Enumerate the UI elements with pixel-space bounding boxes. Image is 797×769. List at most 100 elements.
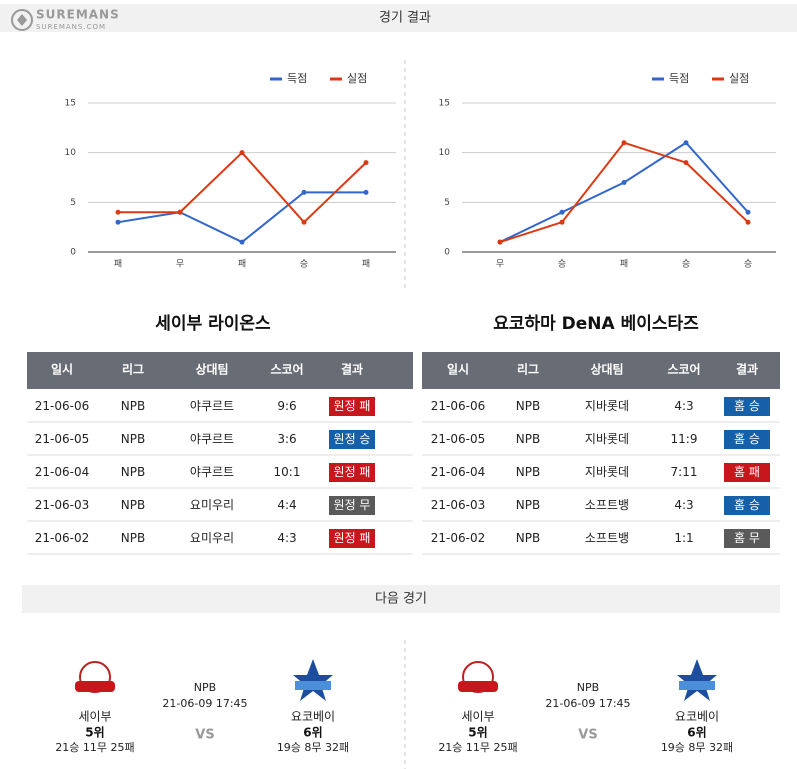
x-tick-label: 패 <box>238 259 246 270</box>
cell: 10:1 <box>274 465 301 479</box>
cell: NPB <box>121 498 145 512</box>
team-logo-band <box>295 681 331 690</box>
table-header <box>27 352 413 389</box>
result-badge <box>329 430 375 449</box>
cell: 21-06-03 <box>431 498 485 512</box>
team-logo <box>677 659 717 701</box>
cell: 21-06-06 <box>35 399 89 413</box>
cell: 4:4 <box>277 498 296 512</box>
point <box>497 239 503 245</box>
x-tick-label: 승 <box>744 259 752 270</box>
cell: NPB <box>516 465 540 479</box>
x-tick-label: 무 <box>496 259 504 270</box>
point <box>115 209 121 215</box>
team-rank: 5위 <box>468 726 487 740</box>
header-cell: 상대팀 <box>590 362 623 377</box>
cell: 3:6 <box>277 432 296 446</box>
y-tick-label: 15 <box>65 99 76 109</box>
point <box>301 189 307 195</box>
team-short-name: 세이부 <box>461 710 494 724</box>
x-tick-label: 승 <box>682 259 690 270</box>
point <box>621 140 627 146</box>
x-tick-label: 무 <box>176 259 184 270</box>
result-badge <box>329 463 375 482</box>
point <box>559 209 565 215</box>
cell: 1:1 <box>674 531 693 545</box>
cell: 요미우리 <box>190 498 234 512</box>
cell: 원정 승 <box>334 432 371 446</box>
team-short-name: 요코베이 <box>291 710 335 724</box>
team-logo-band <box>458 681 498 692</box>
brand-url: SUREMANS.COM <box>36 23 106 31</box>
y-tick-label: 15 <box>439 99 450 109</box>
results-header-bar <box>0 4 797 32</box>
cell: 21-06-03 <box>35 498 89 512</box>
cell: 홈 승 <box>734 498 760 512</box>
table-header <box>422 352 780 389</box>
brand-icon-mark <box>17 14 27 26</box>
y-tick-label: 10 <box>439 148 451 158</box>
cell: 9:6 <box>277 399 296 413</box>
series-line <box>499 141 749 244</box>
y-tick-label: 5 <box>444 198 450 208</box>
cell: 원정 패 <box>334 531 371 545</box>
team-record: 19승 8무 32패 <box>277 741 349 754</box>
cell: NPB <box>121 432 145 446</box>
y-tick-label: 5 <box>70 198 76 208</box>
cell: 원정 패 <box>334 399 371 413</box>
cell: 21-06-05 <box>35 432 89 446</box>
legend-label: 실점 <box>347 72 367 85</box>
point <box>683 140 689 146</box>
league: NPB <box>194 681 216 694</box>
next-header-bar <box>22 585 780 613</box>
x-tick-label: 패 <box>114 259 122 270</box>
team-logo-band <box>75 681 115 692</box>
legend-label: 득점 <box>287 72 307 85</box>
team-rank: 6위 <box>687 726 706 740</box>
cell: 지바롯데 <box>585 399 629 413</box>
legend-label: 실점 <box>729 72 749 85</box>
cell: 홈 승 <box>734 432 760 446</box>
cell: NPB <box>516 399 540 413</box>
team-rank: 5위 <box>85 726 104 740</box>
team-logo-band <box>679 681 715 690</box>
y-tick-label: 0 <box>444 248 450 258</box>
y-tick-label: 10 <box>65 148 77 158</box>
result-badge <box>329 397 375 416</box>
cell: NPB <box>121 399 145 413</box>
result-badge <box>724 463 770 482</box>
point <box>363 160 369 166</box>
result-badge <box>724 397 770 416</box>
datetime: 21-06-09 17:45 <box>545 697 630 710</box>
point <box>115 219 121 225</box>
brand-name: SUREMANS <box>36 8 120 22</box>
brand-icon <box>11 9 33 31</box>
cell: NPB <box>516 531 540 545</box>
cell: NPB <box>121 465 145 479</box>
vs: VS <box>195 728 214 743</box>
cell: 야쿠르트 <box>190 432 234 446</box>
results-title: 경기 결과 <box>379 11 431 26</box>
cell: 21-06-04 <box>431 465 485 479</box>
point <box>239 239 245 245</box>
cell: 21-06-02 <box>35 531 89 545</box>
team-logo <box>293 659 333 701</box>
point <box>177 209 183 215</box>
cell: 4:3 <box>674 399 693 413</box>
point <box>363 189 369 195</box>
next-title: 다음 경기 <box>375 592 427 607</box>
header-cell: 결과 <box>736 362 758 377</box>
header-cell: 결과 <box>341 362 363 377</box>
cell: 소프트뱅 <box>585 498 629 512</box>
cell: 원정 패 <box>334 465 371 479</box>
x-tick-label: 패 <box>362 259 370 270</box>
header-cell: 상대팀 <box>195 362 228 377</box>
cell: 21-06-04 <box>35 465 89 479</box>
team-rank: 6위 <box>303 726 322 740</box>
cell: 11:9 <box>671 432 698 446</box>
header-cell: 리그 <box>122 362 144 377</box>
cell: 야쿠르트 <box>190 399 234 413</box>
cell: 21-06-05 <box>431 432 485 446</box>
cell: NPB <box>516 432 540 446</box>
